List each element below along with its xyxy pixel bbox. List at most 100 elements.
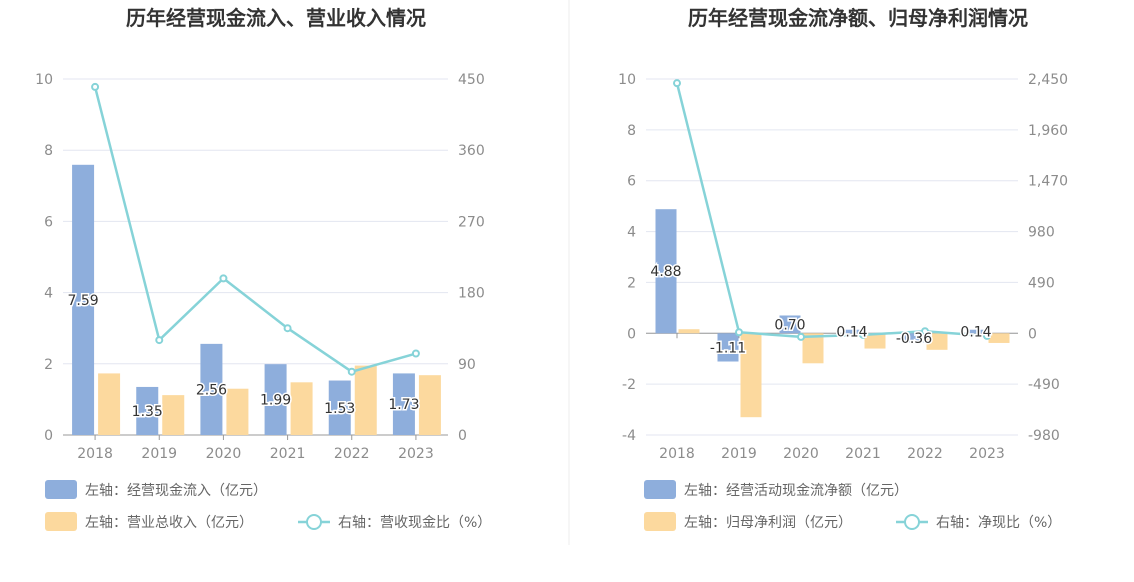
chart-panel-net-cashflow-profit: 历年经营现金流净额、归母净利润情况 -4 -2 0 2 4 6 8 10 -980 -490 0 490… xyxy=(618,6,1068,531)
bar-secondary xyxy=(290,382,313,435)
bar-data-label: 2.56 xyxy=(196,382,227,398)
bar-primary xyxy=(841,329,863,334)
left-axis-tick-label: 2 xyxy=(44,357,53,373)
left-axis-tick-label: -2 xyxy=(622,377,636,393)
legend-label: 左轴：归母净利润（亿元） xyxy=(684,514,852,531)
x-axis-tick-label: 2019 xyxy=(721,446,757,462)
ratio-point xyxy=(797,332,805,341)
left-axis-tick-label: 8 xyxy=(627,123,636,139)
right-axis-tick-label: 450 xyxy=(458,72,485,88)
ratio-point xyxy=(411,349,420,358)
bar-secondary xyxy=(354,365,377,435)
ratio-point xyxy=(219,274,228,283)
bar-primary xyxy=(136,386,159,435)
bar-primary xyxy=(200,343,223,435)
right-axis-tick-label: 0 xyxy=(458,428,467,444)
bar-data-label: 1.99 xyxy=(260,393,291,409)
right-axis-tick-label: 90 xyxy=(458,357,476,373)
right-axis-tick-label: 270 xyxy=(458,214,485,230)
right-axis-tick-label: 360 xyxy=(458,143,485,159)
left-axis-tick-label: 6 xyxy=(627,174,636,190)
left-axis-tick-label: 0 xyxy=(627,326,636,342)
x-axis-tick-label: 2022 xyxy=(907,446,943,462)
x-axis-tick-label: 2020 xyxy=(206,446,242,462)
x-axis-tick-label: 2020 xyxy=(783,446,819,462)
bar-primary xyxy=(655,209,677,334)
x-axis-tick-label: 2021 xyxy=(845,446,881,462)
x-axis-tick-label: 2023 xyxy=(398,446,434,462)
ratio-point xyxy=(983,331,991,340)
bar-primary xyxy=(392,373,415,435)
ratio-point xyxy=(859,330,867,339)
legend-label: 左轴：经营活动现金流净额（亿元） xyxy=(684,483,908,499)
bar-data-label: 1.53 xyxy=(324,401,355,417)
bar-data-label: 1.73 xyxy=(388,397,419,413)
right-axis-tick-label: -980 xyxy=(1028,428,1060,444)
ratio-point xyxy=(283,324,292,333)
bar-data-label: 0.14 xyxy=(960,325,991,341)
bar-secondary xyxy=(740,333,762,418)
chart-panel-cash-inflow-revenue: 历年经营现金流入、营业收入情况 0 2 4 6 8 10 0 90 180 270 360 450 201… xyxy=(35,6,491,531)
legend-swatch xyxy=(644,480,676,499)
left-axis-tick-label: 4 xyxy=(627,225,636,241)
left-axis-tick-label: 10 xyxy=(35,72,53,88)
bar-secondary xyxy=(864,333,886,349)
bar-data-label: 1.35 xyxy=(132,404,163,420)
right-axis-tick-label: 2,450 xyxy=(1028,72,1068,88)
right-axis-tick-label: 1,470 xyxy=(1028,174,1068,190)
bar-secondary xyxy=(98,373,121,435)
ratio-line xyxy=(675,82,988,339)
bar-data-label: 0.70 xyxy=(774,317,805,333)
bar-primary xyxy=(903,333,925,343)
left-axis-tick-label: -4 xyxy=(622,428,636,444)
right-axis-tick-label: 490 xyxy=(1028,275,1055,291)
ratio-line xyxy=(93,86,417,374)
ratio-point xyxy=(673,79,681,88)
bar-secondary xyxy=(802,333,824,364)
legend-label: 左轴：经营现金流入（亿元） xyxy=(85,483,267,499)
legend-label: 右轴：营收现金比（%） xyxy=(338,515,491,531)
x-axis-tick-label: 2023 xyxy=(969,446,1005,462)
right-axis-tick-label: 1,960 xyxy=(1028,123,1068,139)
bar-secondary xyxy=(418,375,441,435)
ratio-point xyxy=(347,367,356,376)
legend-swatch xyxy=(45,512,77,531)
bar-secondary xyxy=(988,333,1010,343)
ratio-point xyxy=(91,82,100,91)
legend-swatch xyxy=(644,512,676,531)
bar-primary xyxy=(965,329,987,334)
bar-secondary xyxy=(162,395,185,435)
bar-data-label: 7.59 xyxy=(67,293,98,309)
x-axis-tick-label: 2018 xyxy=(77,446,113,462)
bar-secondary xyxy=(678,329,700,334)
legend-line-marker xyxy=(904,514,920,530)
x-axis-tick-label: 2019 xyxy=(141,446,177,462)
bar-primary xyxy=(717,333,739,362)
ratio-point xyxy=(155,336,164,345)
legend-line-marker xyxy=(306,514,322,530)
bar-data-label: 4.88 xyxy=(650,264,681,280)
right-axis-tick-label: 980 xyxy=(1028,225,1055,241)
legend-swatch xyxy=(45,480,77,499)
x-axis-tick-label: 2018 xyxy=(659,446,695,462)
bar-data-label: 0.14 xyxy=(836,325,867,341)
ratio-point xyxy=(735,328,743,337)
left-axis-tick-label: 10 xyxy=(618,72,636,88)
bar-data-label: -1.11 xyxy=(710,340,746,356)
bar-secondary xyxy=(926,333,948,350)
left-axis-tick-label: 0 xyxy=(44,428,53,444)
left-axis-tick-label: 2 xyxy=(627,275,636,291)
right-axis-tick-label: -490 xyxy=(1028,377,1060,393)
right-axis-tick-label: 0 xyxy=(1028,326,1037,342)
chart-title: 历年经营现金流净额、归母净利润情况 xyxy=(688,6,1028,30)
bar-secondary xyxy=(226,388,249,435)
bar-primary xyxy=(72,164,95,435)
ratio-point xyxy=(921,327,929,336)
left-axis-tick-label: 8 xyxy=(44,143,53,159)
chart-title: 历年经营现金流入、营业收入情况 xyxy=(126,6,426,30)
bar-primary xyxy=(779,315,801,334)
left-axis-tick-label: 6 xyxy=(44,214,53,230)
right-axis-tick-label: 180 xyxy=(458,286,485,302)
x-axis-tick-label: 2022 xyxy=(334,446,370,462)
